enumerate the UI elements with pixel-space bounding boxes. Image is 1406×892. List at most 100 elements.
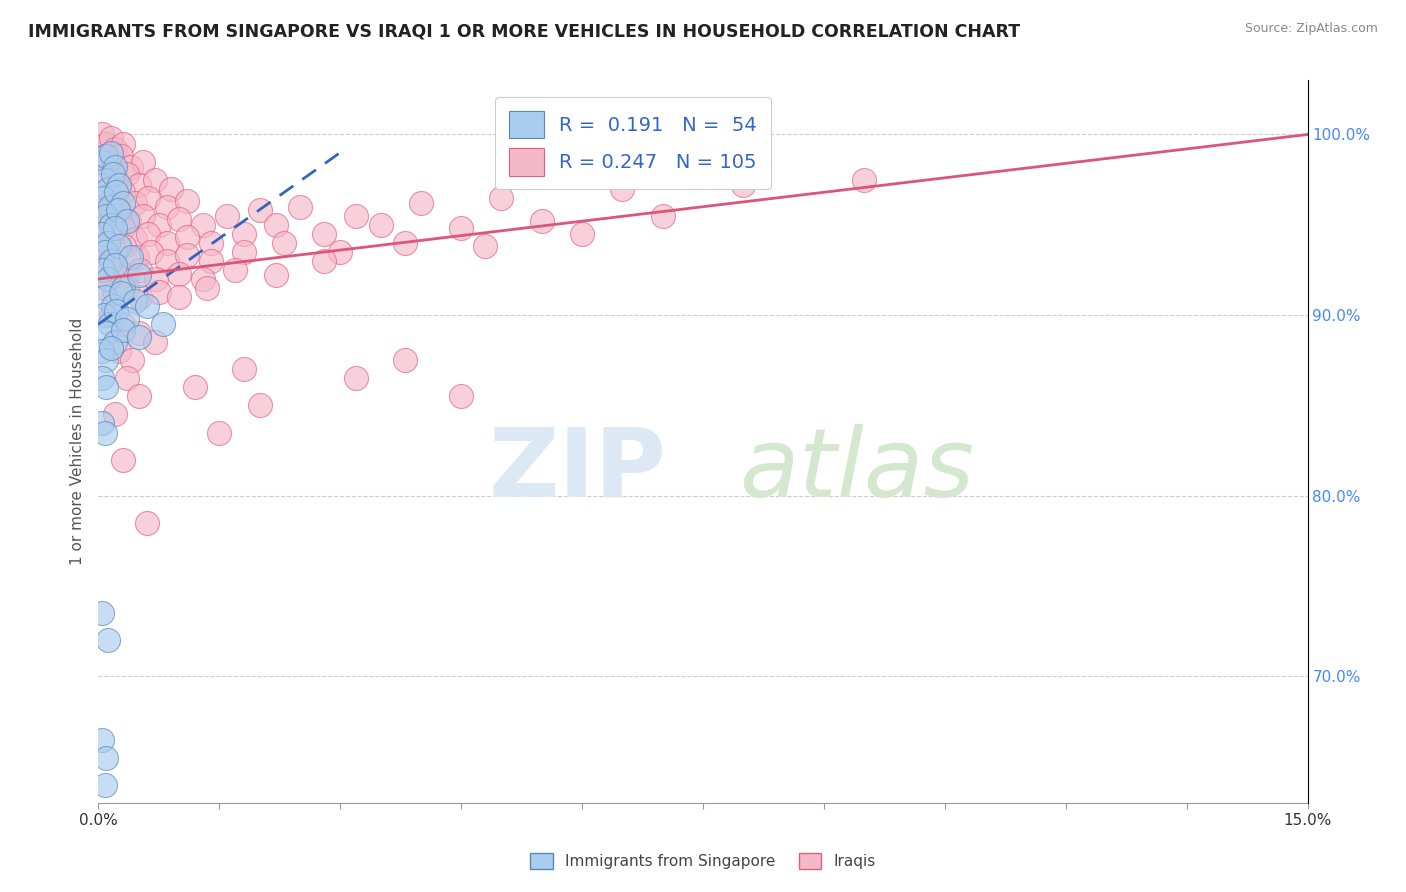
Point (103, 258, 125, 272)
Point (107, 239, 129, 253)
Point (651, 209, 673, 223)
Point (530, 214, 553, 228)
Point (103, 408, 125, 422)
Point (111, 196, 134, 211)
Point (111, 281, 134, 295)
Point (115, 268, 138, 283)
Point (143, 172, 166, 186)
Point (128, 389, 150, 403)
Point (145, 272, 167, 286)
Point (100, 145, 122, 160)
Point (450, 389, 472, 403)
Point (264, 268, 287, 283)
Point (152, 317, 174, 331)
Text: ZIP: ZIP (489, 424, 666, 517)
Point (97, 272, 120, 286)
Point (135, 299, 157, 313)
Point (612, 181, 634, 195)
Point (111, 221, 134, 235)
Point (103, 221, 125, 235)
Point (120, 250, 142, 264)
Point (98, 317, 121, 331)
Point (94, 149, 117, 163)
Point (138, 191, 160, 205)
Point (344, 209, 367, 223)
Point (139, 244, 162, 259)
Point (91, 732, 114, 747)
Point (132, 209, 155, 223)
Point (94, 239, 117, 253)
Point (97, 235, 120, 250)
Point (138, 227, 160, 241)
Point (103, 142, 125, 156)
Point (193, 218, 215, 232)
Point (224, 263, 246, 277)
Point (100, 218, 122, 232)
Point (111, 317, 134, 331)
Point (329, 244, 352, 259)
Point (98, 200, 121, 214)
Point (124, 196, 146, 211)
Point (167, 212, 190, 227)
Point (94, 244, 117, 259)
Point (101, 167, 124, 181)
Point (105, 263, 128, 277)
Point (344, 371, 367, 385)
Point (105, 304, 128, 318)
Point (115, 371, 138, 385)
Point (101, 227, 124, 241)
Point (94, 778, 117, 792)
Point (232, 244, 254, 259)
Point (94, 186, 117, 200)
Point (273, 235, 295, 250)
Point (124, 293, 146, 308)
Point (232, 362, 254, 376)
Point (195, 281, 218, 295)
Point (288, 200, 311, 214)
Point (176, 230, 198, 244)
Point (111, 136, 134, 151)
Point (94, 281, 117, 295)
Point (91, 203, 114, 218)
Point (100, 308, 122, 322)
Point (115, 167, 138, 181)
Point (107, 344, 129, 359)
Point (128, 268, 150, 283)
Point (176, 194, 198, 209)
Point (409, 196, 432, 211)
Point (96, 258, 118, 272)
Point (200, 254, 222, 268)
Point (103, 160, 125, 174)
Point (112, 239, 135, 253)
Point (184, 380, 207, 394)
Y-axis label: 1 or more Vehicles in Household: 1 or more Vehicles in Household (69, 318, 84, 566)
Point (91, 128, 114, 142)
Point (156, 200, 179, 214)
Point (96, 326, 118, 341)
Point (121, 353, 143, 368)
Point (103, 335, 125, 350)
Point (176, 248, 198, 262)
Point (491, 191, 513, 205)
Point (103, 244, 125, 259)
Point (111, 186, 134, 200)
Point (314, 227, 336, 241)
Point (115, 214, 138, 228)
Point (167, 290, 190, 304)
Point (91, 371, 114, 385)
Legend: Immigrants from Singapore, Iraqis: Immigrants from Singapore, Iraqis (524, 847, 882, 875)
Point (208, 425, 231, 440)
Legend: R =  0.191   N =  54, R = 0.247   N = 105: R = 0.191 N = 54, R = 0.247 N = 105 (495, 97, 770, 189)
Point (394, 235, 416, 250)
Point (853, 172, 876, 186)
Point (94, 425, 117, 440)
Point (394, 353, 416, 368)
Point (571, 227, 593, 241)
Point (264, 218, 287, 232)
Point (91, 154, 114, 169)
Point (94, 172, 117, 186)
Point (111, 322, 134, 336)
Point (167, 267, 190, 281)
Point (118, 214, 141, 228)
Point (200, 235, 222, 250)
